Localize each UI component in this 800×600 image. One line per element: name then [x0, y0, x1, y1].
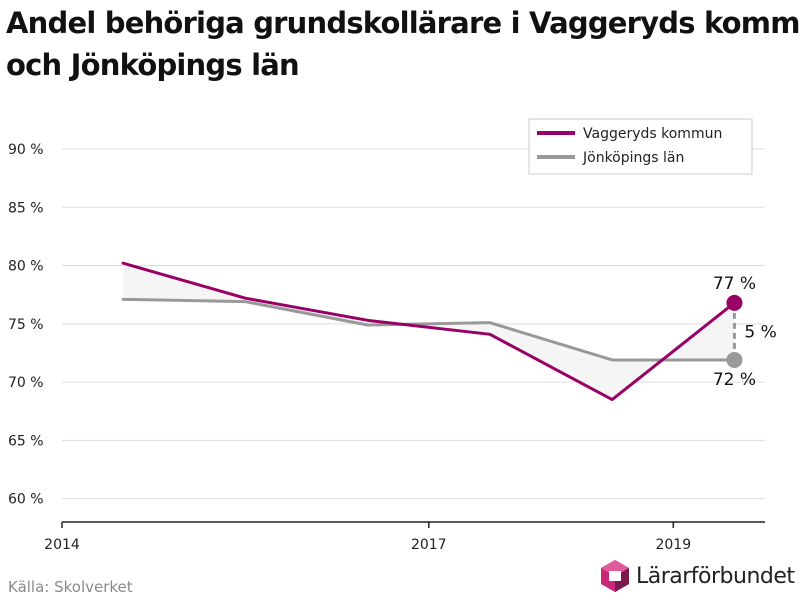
y-tick-label: 70 %	[8, 375, 44, 391]
chart-title-line-2: och Jönköpings län	[6, 48, 300, 82]
y-tick-label: 75 %	[8, 317, 44, 333]
end-label-bottom: 72 %	[713, 370, 756, 390]
y-tick-label: 80 %	[8, 259, 44, 275]
chart-title: Andel behöriga grundskollärare i Vaggery…	[6, 2, 800, 86]
x-axis: 2014 2017 2019	[44, 521, 765, 553]
lararforbundet-logo: Lärarförbundet	[600, 556, 795, 596]
series-line-lan	[121, 297, 736, 362]
series-layer	[121, 261, 736, 402]
x-tick-label: 2019	[655, 537, 691, 553]
series-line-vaggeryd	[121, 261, 736, 402]
legend-box	[528, 118, 753, 175]
gap-shading-layer	[123, 263, 735, 400]
hexagon-logo-icon	[601, 560, 629, 592]
chart-title-line-1: Andel behöriga grundskollärare i Vaggery…	[6, 6, 800, 40]
legend-label-vaggeryd: Vaggeryds kommun	[583, 126, 722, 142]
logo-text: Lärarförbundet	[636, 563, 795, 589]
end-label-top: 77 %	[713, 274, 756, 294]
legend: Vaggeryds kommun Jönköpings län	[528, 118, 753, 175]
y-tick-label: 65 %	[8, 433, 44, 449]
source-note: Källa: Skolverket	[8, 578, 133, 596]
y-tick-label: 60 %	[8, 492, 44, 508]
gap-area	[123, 263, 735, 400]
x-tick-label: 2017	[411, 537, 447, 553]
y-tick-label: 90 %	[8, 142, 44, 158]
legend-label-lan: Jönköpings län	[582, 150, 684, 166]
end-marker-lan	[726, 351, 743, 368]
difference-label: 5 %	[744, 322, 776, 342]
y-tick-label: 85 %	[8, 200, 44, 216]
x-tick-label: 2014	[44, 537, 80, 553]
end-marker-vaggeryd	[726, 294, 743, 311]
annotation-layer: 77 % 72 % 5 %	[713, 274, 777, 390]
